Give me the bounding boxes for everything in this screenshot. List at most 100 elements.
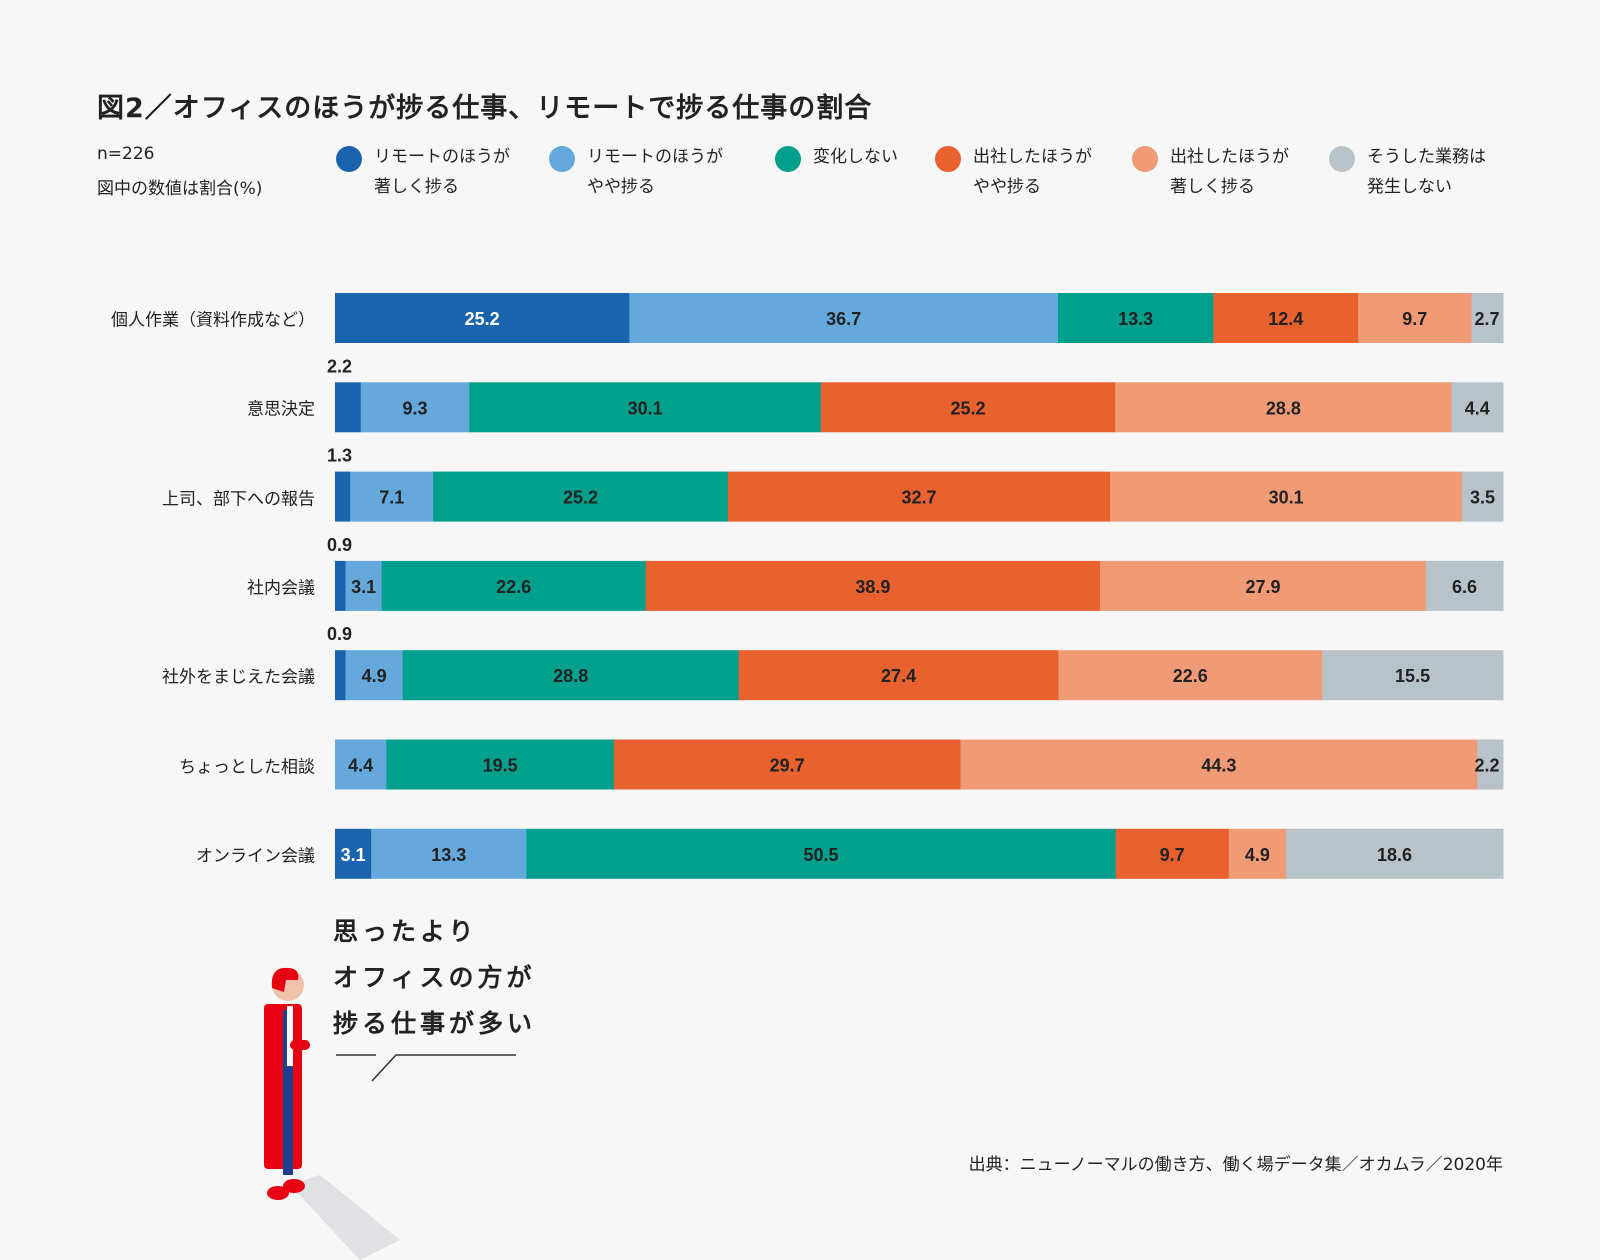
category-label: ちょっとした相談 — [179, 757, 315, 777]
trousers — [283, 1010, 293, 1175]
legend-item: 変化しない — [775, 142, 898, 172]
legend-item: 出社したほうが 著しく捗る — [1132, 142, 1289, 202]
bar-segment — [345, 560, 383, 611]
bar-segment — [820, 382, 1116, 433]
category-label: 意思決定 — [247, 399, 315, 420]
legend-swatch — [1329, 146, 1355, 172]
legend-label: 出社したほうが 著しく捗る — [1170, 147, 1289, 197]
data-label: 1.3 — [327, 446, 352, 466]
legend-label: 出社したほうが やや捗る — [973, 147, 1092, 197]
legend-item: 出社したほうが やや捗る — [935, 142, 1092, 202]
category-label: 社内会議 — [247, 578, 315, 599]
data-label: 9.7 — [1160, 845, 1185, 865]
legend-swatch — [1132, 146, 1158, 172]
bar-segment — [335, 293, 630, 343]
bar-segment — [381, 560, 647, 611]
data-label: 25.2 — [951, 398, 986, 418]
chart-title: 図2／オフィスのほうが捗る仕事、リモートで捗る仕事の割合 — [97, 93, 873, 124]
bar-segment — [1058, 650, 1323, 701]
legend-item: リモートのほうが 著しく捗る — [336, 142, 510, 202]
category-label: 個人作業（資料作成など） — [111, 310, 315, 331]
bar-segment — [350, 471, 434, 522]
data-label: 22.6 — [1173, 666, 1208, 686]
data-label: 36.7 — [826, 309, 861, 329]
bar-segment — [469, 382, 822, 433]
bar-segment — [433, 471, 729, 522]
bar-segment — [335, 382, 362, 433]
category-label: 上司、部下への報告 — [162, 489, 315, 510]
speech-line-1: 思ったより — [333, 917, 478, 946]
data-label: 25.2 — [465, 309, 500, 329]
bar-segment — [1100, 560, 1427, 611]
data-label: 4.4 — [348, 756, 373, 776]
legend-label: 変化しない — [813, 147, 898, 167]
data-label: 0.9 — [327, 535, 352, 555]
data-label: 19.5 — [483, 756, 518, 776]
bar-segment — [629, 293, 1059, 343]
unit-note: 図中の数値は割合(%) — [97, 179, 263, 199]
data-label: 2.2 — [1474, 756, 1499, 776]
legend-swatch — [935, 146, 961, 172]
sample-size-note: n=226 — [97, 144, 155, 164]
shadow — [290, 1175, 400, 1260]
bar-segment — [1115, 828, 1230, 879]
legend-swatch — [549, 146, 575, 172]
data-label: 22.6 — [496, 577, 531, 597]
data-label: 30.1 — [628, 398, 663, 418]
bar-segment — [1115, 382, 1453, 433]
legend-label: リモートのほうが やや捗る — [587, 147, 723, 197]
data-label: 27.9 — [1245, 577, 1280, 597]
data-label: 27.4 — [881, 666, 916, 686]
bar-segment — [335, 650, 347, 701]
legend-item: そうした業務は 発生しない — [1329, 142, 1486, 202]
bar-segment — [613, 739, 961, 790]
legend-swatch — [775, 146, 801, 172]
bar-segment — [371, 828, 527, 879]
data-label: 28.8 — [553, 666, 588, 686]
data-label: 4.4 — [1465, 398, 1490, 418]
legend-label: リモートのほうが 著しく捗る — [374, 147, 510, 197]
data-label: 18.6 — [1377, 845, 1412, 865]
bar-segment — [386, 739, 615, 790]
bar-segment — [1425, 560, 1504, 611]
data-label: 32.7 — [901, 488, 936, 508]
bar-segment — [727, 471, 1111, 522]
bar-segment — [1471, 293, 1504, 343]
bar-segment — [1057, 293, 1214, 343]
data-label: 3.1 — [341, 845, 366, 865]
data-label: 25.2 — [563, 488, 598, 508]
bar-segment — [526, 828, 1117, 879]
data-label: 38.9 — [855, 577, 890, 597]
data-label: 9.7 — [1402, 309, 1427, 329]
data-label: 4.9 — [1245, 845, 1270, 865]
category-label: オンライン会議 — [196, 846, 315, 867]
data-label: 2.7 — [1474, 309, 1499, 329]
data-label: 28.8 — [1266, 398, 1301, 418]
bar-segment — [1358, 293, 1472, 343]
bar-segment — [335, 739, 387, 790]
legend-label: そうした業務は 発生しない — [1367, 147, 1486, 197]
bar-segment — [360, 382, 470, 433]
bar-segment — [335, 471, 351, 522]
bar-segment — [1462, 471, 1504, 522]
data-label: 3.1 — [351, 577, 376, 597]
data-label: 30.1 — [1269, 488, 1304, 508]
data-label: 12.4 — [1268, 309, 1303, 329]
data-label: 4.9 — [362, 666, 387, 686]
bar-segment — [1110, 471, 1463, 522]
data-label: 6.6 — [1452, 577, 1477, 597]
speech-pointer — [336, 1054, 516, 1082]
category-label: 社外をまじえた会議 — [162, 667, 315, 688]
bar-segment — [1322, 650, 1504, 701]
bar-segment — [645, 560, 1101, 611]
data-label: 15.5 — [1395, 666, 1430, 686]
data-label: 13.3 — [431, 845, 466, 865]
data-label: 29.7 — [770, 756, 805, 776]
bar-segment — [335, 828, 372, 879]
bar-segment — [960, 739, 1478, 790]
bar-segment — [402, 650, 740, 701]
bar-segment — [1228, 828, 1287, 879]
data-label: 7.1 — [379, 488, 404, 508]
data-label: 50.5 — [803, 845, 838, 865]
